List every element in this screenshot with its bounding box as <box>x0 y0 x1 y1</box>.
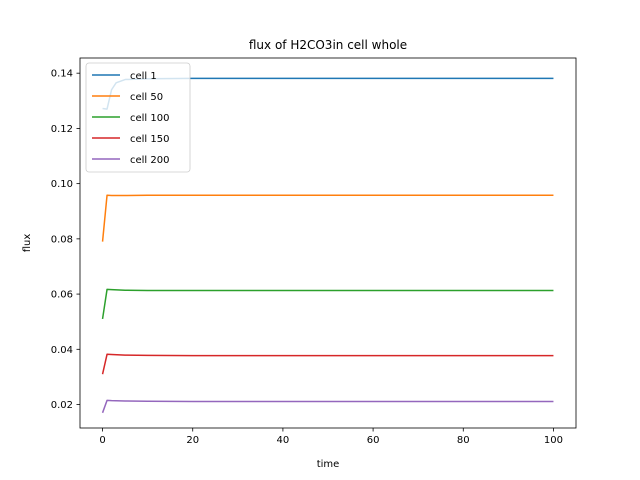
y-tick-label: 0.14 <box>51 69 73 80</box>
series-line-cell-200 <box>101 399 554 414</box>
x-tick-label: 80 <box>457 435 470 446</box>
plot-frame <box>79 57 577 429</box>
y-axis-label: flux <box>22 234 33 253</box>
legend-entry-label: cell 100 <box>130 113 169 124</box>
x-tick-label: 20 <box>186 435 199 446</box>
x-tick-label: 60 <box>367 435 380 446</box>
legend: cell 1 cell 50 cell 100 cell 150 cell 200 <box>85 62 191 173</box>
legend-entry-label: cell 1 <box>130 71 157 82</box>
y-tick-label: 0.06 <box>51 290 73 301</box>
plot-area <box>101 77 554 414</box>
x-axis-label: time <box>317 459 340 470</box>
chart-title: flux of H2CO3in cell whole <box>249 38 407 52</box>
x-tick-label: 0 <box>99 435 105 446</box>
y-tick-label: 0.02 <box>51 400 73 411</box>
y-tick-label: 0.12 <box>51 124 73 135</box>
series-line-cell-150 <box>101 353 554 375</box>
x-tick-label: 100 <box>544 435 563 446</box>
legend-entry-label: cell 50 <box>130 92 163 103</box>
y-tick-label: 0.04 <box>51 345 73 356</box>
x-tick-label: 40 <box>277 435 290 446</box>
series-line-cell-100 <box>101 288 554 320</box>
series-line-cell-50 <box>101 194 554 242</box>
y-axis-ticks: 0.02 0.04 0.06 0.08 0.10 0.12 0.14 <box>51 69 80 411</box>
legend-entry-label: cell 150 <box>130 134 169 145</box>
y-tick-label: 0.10 <box>51 179 73 190</box>
y-tick-label: 0.08 <box>51 234 73 245</box>
x-axis-ticks: 0 20 40 60 80 100 <box>99 428 563 446</box>
legend-frame <box>85 62 191 173</box>
legend-entry-label: cell 200 <box>130 155 169 166</box>
